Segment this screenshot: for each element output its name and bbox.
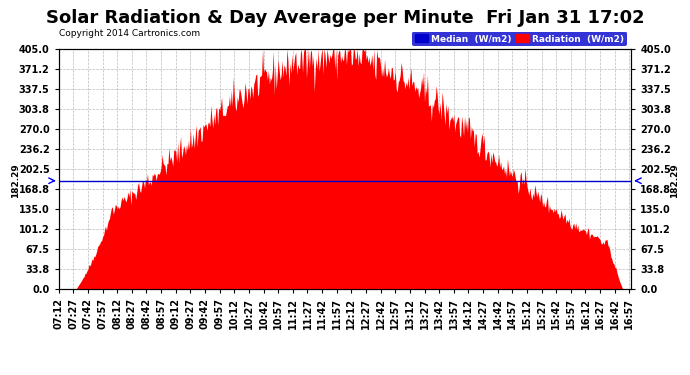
Text: Solar Radiation & Day Average per Minute  Fri Jan 31 17:02: Solar Radiation & Day Average per Minute…: [46, 9, 644, 27]
Legend: Median  (W/m2), Radiation  (W/m2): Median (W/m2), Radiation (W/m2): [412, 32, 627, 46]
Text: 182.29: 182.29: [11, 164, 20, 198]
Text: Copyright 2014 Cartronics.com: Copyright 2014 Cartronics.com: [59, 29, 200, 38]
Text: 182.29: 182.29: [670, 164, 679, 198]
